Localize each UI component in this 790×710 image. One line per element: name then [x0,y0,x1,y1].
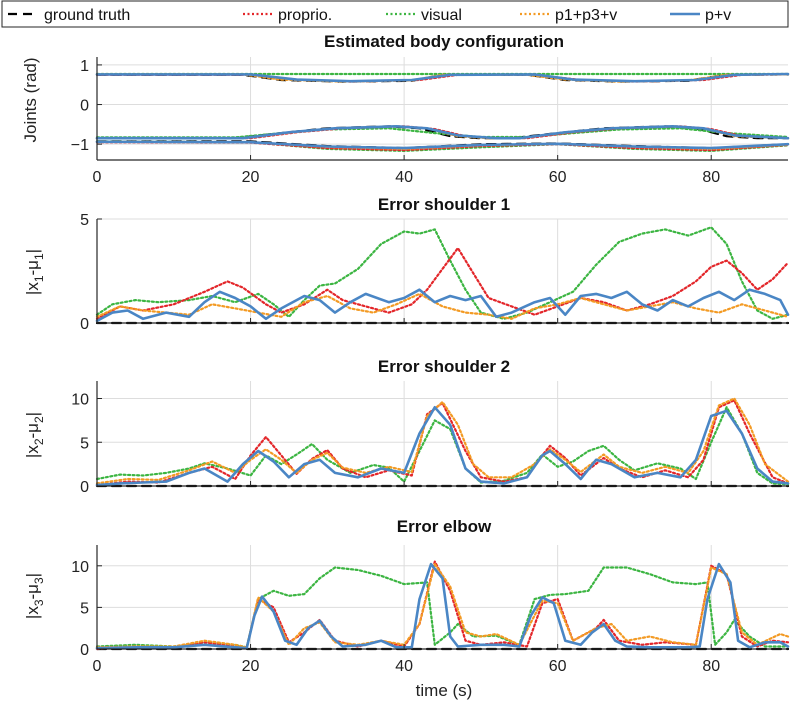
x-tick-label-configuration: 0 [93,169,102,186]
legend-label-p1-p3-v: p1+p3+v [555,7,617,24]
series-visual-shoulder1 [95,226,790,320]
y-tick-label-configuration: −1 [71,137,89,154]
y-tick-label-elbow: 5 [80,600,89,617]
x-tick-label-elbow: 80 [702,658,720,675]
chart-title-elbow: Error elbow [397,517,492,536]
y-tick-label-elbow: 0 [80,642,89,659]
series-p-v-configuration-0 [95,72,790,83]
ylabel-shoulder1-mid: -μ [23,260,42,275]
chart-title-shoulder1: Error shoulder 1 [378,195,510,214]
legend-label-visual: visual [421,7,462,24]
x-tick-label-configuration: 20 [242,169,260,186]
panel-shoulder2: 0 5 10 [71,381,790,496]
x-tick-label-elbow: 20 [242,658,260,675]
y-tick-label-shoulder2: 10 [71,392,89,409]
series-p-v-configuration-1 [95,125,790,140]
y-tick-label-shoulder2: 5 [80,435,89,452]
chart-title-shoulder2: Error shoulder 2 [378,357,510,376]
ylabel-shoulder2-main: |x [23,445,42,458]
ylabel-shoulder2: |x2-μ2| [23,412,46,458]
panel-shoulder1: 05 [80,212,790,333]
ylabel-shoulder2-end: | [23,412,42,416]
y-tick-label-shoulder2: 0 [80,479,89,496]
series-p-v-elbow [95,562,790,650]
xlabel-time: time (s) [416,681,473,700]
y-tick-label-shoulder1: 0 [80,316,89,333]
series-p1-p3-v-elbow [95,563,790,649]
series-p-v-shoulder1 [95,288,790,323]
series-p-v-shoulder2 [95,406,790,487]
ylabel-shoulder1: |x1-μ1| [23,249,46,295]
x-tick-label-configuration: 80 [702,169,720,186]
ylabel-shoulder1-sub2: 1 [32,253,46,260]
ylabel-shoulder2-sub2: 2 [32,416,46,423]
y-tick-label-configuration: 0 [80,98,89,115]
series-p1-p3-v-shoulder2 [95,397,790,485]
y-tick-label-configuration: 1 [80,58,89,75]
y-tick-label-elbow: 10 [71,559,89,576]
ylabel-shoulder1-main: |x [23,282,42,295]
ylabel-shoulder1-end: | [23,249,42,253]
ylabel-elbow-main: |x [23,606,42,619]
ylabel-elbow-end: | [23,573,42,577]
x-tick-label-elbow: 0 [93,658,102,675]
ylabel-elbow-sub1: 3 [32,599,46,606]
legend-label-ground-truth: ground truth [44,7,130,24]
ylabel-elbow-sub2: 3 [32,577,46,584]
legend-label-p-v: p+v [705,7,731,24]
panel-elbow: 0 5 10 0 20 40 60 80 [71,545,790,675]
legend-label-proprio: proprio. [278,7,332,24]
series-p-v-configuration-2 [95,140,790,150]
ylabel-elbow: |x3-μ3| [23,573,46,619]
x-tick-label-elbow: 60 [549,658,567,675]
ylabel-elbow-mid: -μ [23,584,42,599]
x-tick-label-configuration: 60 [549,169,567,186]
series-p1-p3-v-shoulder1 [95,292,790,320]
ylabel-shoulder2-mid: -μ [23,423,42,438]
series-proprio-shoulder1 [95,247,790,320]
y-tick-label-shoulder1: 5 [80,212,89,229]
x-tick-label-configuration: 40 [395,169,413,186]
series-proprio-shoulder2 [95,399,790,487]
ylabel-configuration: Joints (rad) [21,57,40,142]
series-ground-truth-configuration-1 [95,125,790,140]
ylabel-shoulder2-sub1: 2 [32,438,46,445]
chart-title-configuration: Estimated body configuration [324,32,564,51]
legend: ground truth proprio. visual p1+p3+v p+v [1,0,789,28]
x-tick-label-elbow: 40 [395,658,413,675]
ylabel-shoulder1-sub1: 1 [32,275,46,282]
